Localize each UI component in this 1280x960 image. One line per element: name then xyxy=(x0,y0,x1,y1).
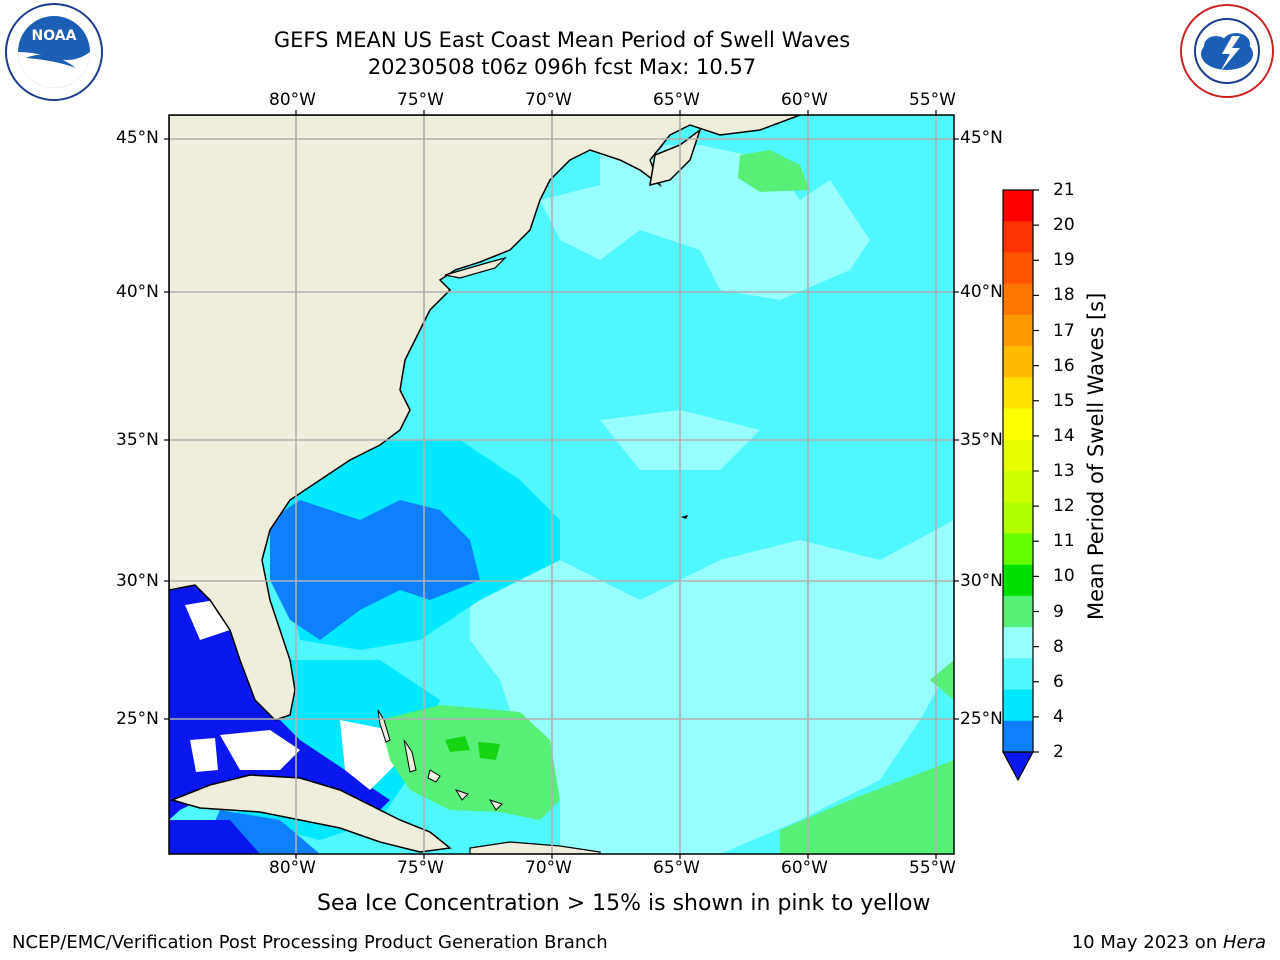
swell-region-below-2s-gulf xyxy=(169,580,390,820)
no-data-patch xyxy=(190,738,218,772)
lat-label-right: 40°N xyxy=(960,282,1003,302)
colorbar-tick-label: 10 xyxy=(1053,566,1075,587)
no-data-patch xyxy=(220,730,300,770)
lat-label-right: 30°N xyxy=(960,571,1003,591)
colorbar-band xyxy=(1003,439,1033,472)
colorbar-tick-label: 8 xyxy=(1053,636,1064,657)
colorbar-band xyxy=(1003,377,1033,410)
colorbar-tick-label: 12 xyxy=(1053,496,1075,517)
swell-region-8-9s-gulf-maine xyxy=(540,185,640,260)
bermuda-island xyxy=(681,515,688,519)
colorbar-band xyxy=(1003,595,1033,628)
colorbar-band xyxy=(1003,533,1033,566)
chart-title-line1: GEFS MEAN US East Coast Mean Period of S… xyxy=(273,28,851,52)
swell-region-9-10s-east xyxy=(930,660,954,700)
bahamas-island xyxy=(427,769,441,783)
bahamas-island xyxy=(403,739,417,773)
lon-label-top: 55°W xyxy=(909,90,956,110)
lon-label-bottom: 55°W xyxy=(909,858,956,878)
footer-date-text: 10 May 2023 on xyxy=(1071,932,1223,953)
footer-host: Hera xyxy=(1222,932,1266,953)
lon-label-bottom: 75°W xyxy=(397,858,444,878)
map-graticule xyxy=(169,115,954,854)
lat-label-left: 45°N xyxy=(116,128,159,148)
swell-region-9-10s-nova-scotia xyxy=(738,150,810,192)
lon-label-bottom: 65°W xyxy=(653,858,700,878)
colorbar-tick-label: 15 xyxy=(1053,390,1075,411)
noaa-logo-text: NOAA xyxy=(32,28,77,44)
sea-ice-note: Sea Ice Concentration > 15% is shown in … xyxy=(317,891,931,916)
colorbar-band xyxy=(1003,408,1033,441)
colorbar-tick-label: 18 xyxy=(1053,285,1075,306)
colorbar-band xyxy=(1003,627,1033,659)
hispaniola-landmass xyxy=(469,841,601,854)
colorbar-tick-label: 14 xyxy=(1053,425,1075,446)
colorbar-band xyxy=(1003,564,1033,597)
colorbar-tick-label: 2 xyxy=(1053,742,1064,762)
lon-label-top: 65°W xyxy=(653,90,700,110)
lat-label-right: 35°N xyxy=(960,430,1003,450)
colorbar-band xyxy=(1003,190,1033,222)
footer-date: 10 May 2023 on Hera xyxy=(1072,932,1266,954)
colorbar-tick-label: 13 xyxy=(1053,461,1075,481)
colorbar-tick-label: 4 xyxy=(1053,706,1064,727)
cuba-landmass xyxy=(169,774,452,853)
swell-region-10-11s xyxy=(445,736,470,752)
lon-label-top: 80°W xyxy=(269,90,316,110)
colorbar-band xyxy=(1003,471,1033,503)
colorbar-band xyxy=(1003,658,1033,691)
footer-credit: NCEP/EMC/Verification Post Processing Pr… xyxy=(12,932,608,953)
map-tick-marks xyxy=(164,110,959,859)
bahamas-island xyxy=(454,789,469,801)
lon-label-top: 70°W xyxy=(525,90,572,110)
swell-region-4-6s-georgia-bight xyxy=(270,500,480,640)
colorbar-tick-label: 11 xyxy=(1053,531,1075,552)
colorbar-band xyxy=(1003,314,1033,347)
lat-label-left: 40°N xyxy=(116,282,159,302)
colorbar-tick-label: 20 xyxy=(1053,215,1075,236)
colorbar-band xyxy=(1003,720,1033,753)
colorbar-band xyxy=(1003,252,1033,285)
colorbar-band xyxy=(1003,283,1033,316)
colorbar-tick-label: 17 xyxy=(1053,320,1075,341)
swell-region-8-9s-north xyxy=(600,145,870,300)
colorbar-band xyxy=(1003,221,1033,253)
colorbar-band xyxy=(1003,502,1033,534)
swell-region-below-2s-caribbean xyxy=(169,820,260,854)
noaa-logo: NOAA xyxy=(5,3,103,101)
swell-region-9-10s-southeast xyxy=(780,760,954,854)
nws-logo xyxy=(1180,4,1274,98)
lat-label-left: 25°N xyxy=(116,709,159,729)
lat-label-right: 25°N xyxy=(960,709,1003,729)
lon-label-bottom: 70°W xyxy=(525,858,572,878)
swell-region-9-10s-bahamas xyxy=(380,705,560,820)
lon-label-bottom: 80°W xyxy=(269,858,316,878)
colorbar xyxy=(1001,189,1039,782)
lat-label-left: 35°N xyxy=(116,430,159,450)
colorbar-tick-label: 16 xyxy=(1053,355,1075,376)
swell-region-8-9s-caribbean xyxy=(560,740,700,854)
lat-label-left: 30°N xyxy=(116,571,159,591)
swell-region-10-11s xyxy=(478,742,500,760)
map-frame xyxy=(168,114,955,855)
lon-label-top: 75°W xyxy=(397,90,444,110)
colorbar-under-arrow xyxy=(1001,751,1035,782)
lon-label-top: 60°W xyxy=(781,90,828,110)
bahamas-island xyxy=(488,799,503,811)
colorbar-title: Mean Period of Swell Waves [s] xyxy=(1084,292,1108,620)
lon-label-bottom: 60°W xyxy=(781,858,828,878)
lat-label-right: 45°N xyxy=(960,128,1003,148)
colorbar-tick-label: 21 xyxy=(1053,180,1075,200)
long-island xyxy=(444,256,508,279)
colorbar-band xyxy=(1003,346,1033,378)
colorbar-band xyxy=(1003,689,1033,722)
colorbar-tick-label: 9 xyxy=(1053,601,1064,622)
colorbar-tick-label: 19 xyxy=(1053,250,1075,271)
colorbar-tick-label: 6 xyxy=(1053,671,1064,692)
chart-title-line2: 20230508 t06z 096h fcst Max: 10.57 xyxy=(367,55,757,79)
